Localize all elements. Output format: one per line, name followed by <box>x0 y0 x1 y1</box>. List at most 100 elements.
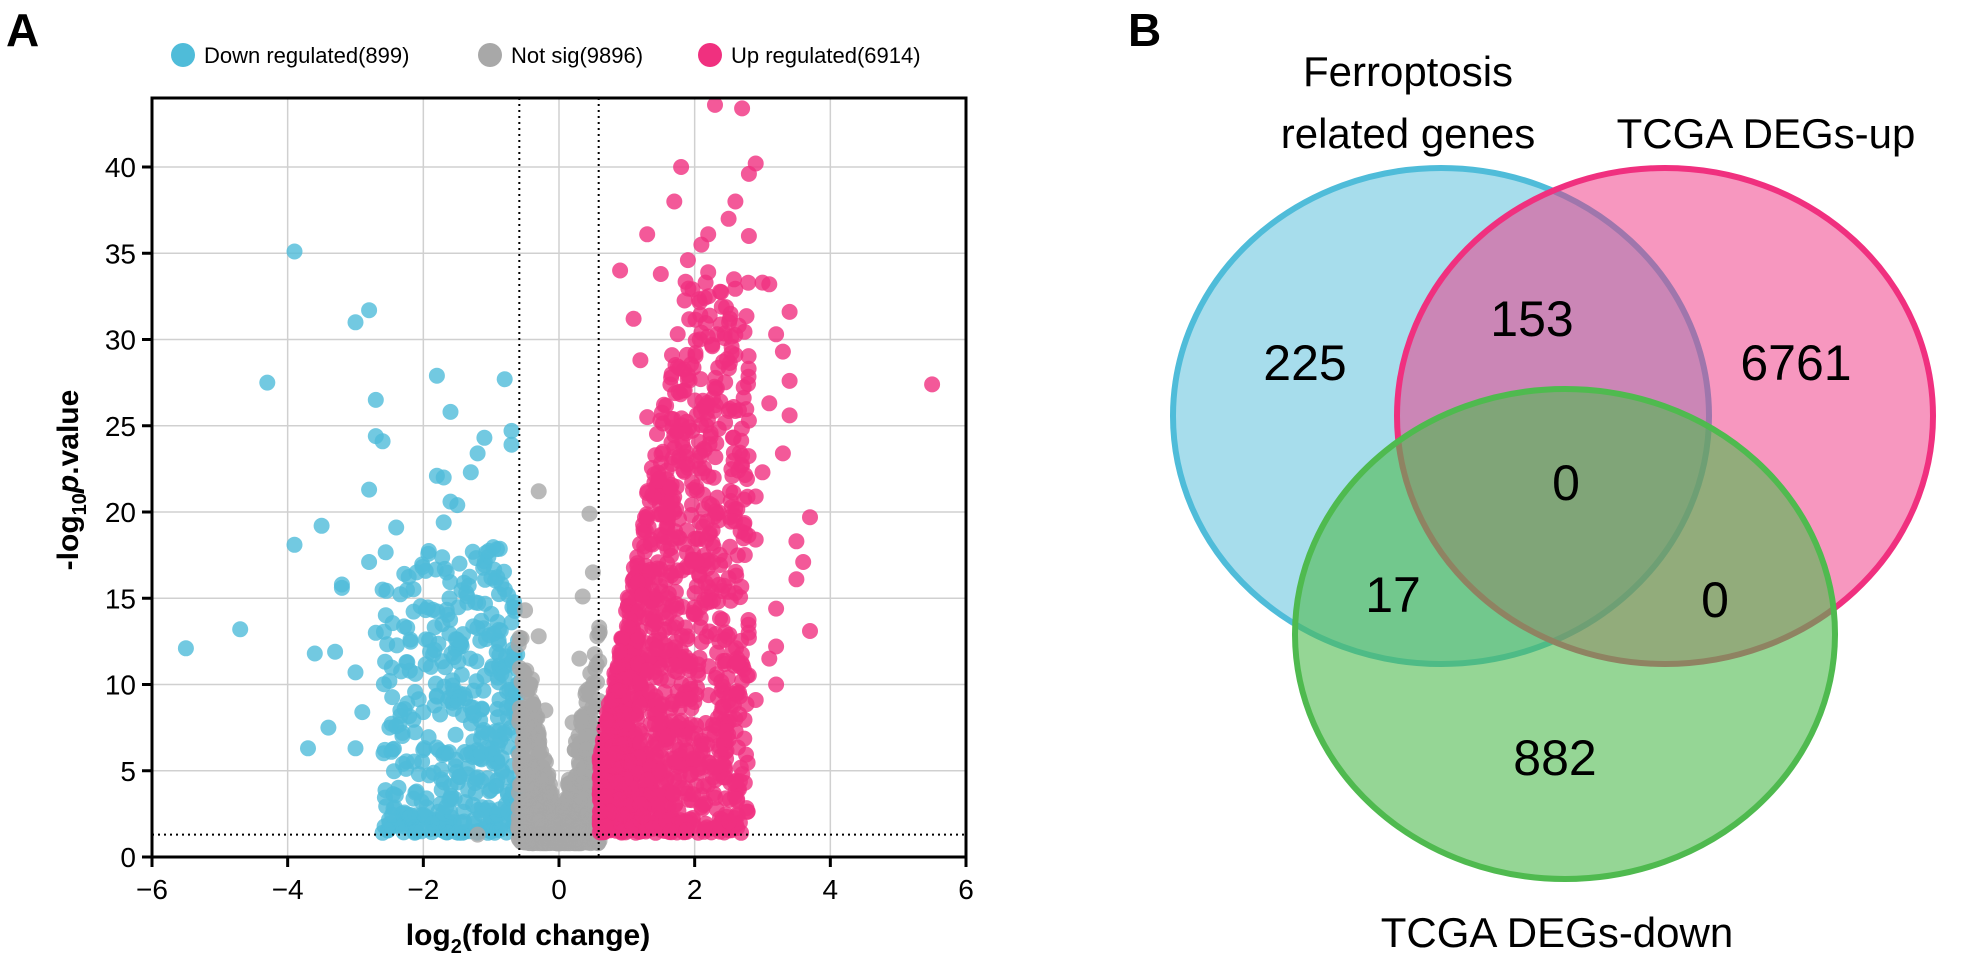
data-point-down <box>500 587 517 603</box>
data-point-down <box>333 576 350 593</box>
data-point-down <box>496 667 513 684</box>
data-point-down <box>394 724 411 741</box>
data-point-up <box>652 660 669 677</box>
data-point-up <box>781 303 798 320</box>
data-point-down <box>441 744 458 761</box>
data-point-down <box>407 724 424 741</box>
data-point-down <box>384 806 401 823</box>
data-point-down <box>408 564 425 581</box>
data-point-up <box>696 592 713 608</box>
data-point-down <box>480 542 497 559</box>
data-point-down <box>435 514 452 531</box>
data-point-down <box>472 632 489 649</box>
data-point-up <box>673 159 690 175</box>
y-tick-label: 35 <box>105 238 136 269</box>
data-point-down <box>436 560 453 577</box>
venn-set-tcga-down <box>1292 386 1838 882</box>
x-tick-label: 6 <box>958 874 974 905</box>
data-point-up <box>729 654 746 671</box>
data-point-down <box>395 755 411 772</box>
data-point-up <box>651 763 668 780</box>
data-point-down <box>482 823 499 840</box>
data-point-notsig <box>532 773 549 790</box>
data-point-up <box>761 395 778 412</box>
data-point-up <box>696 821 713 838</box>
data-point-up <box>692 306 709 323</box>
x-tick-label: −4 <box>272 874 304 905</box>
data-point-down <box>401 662 418 679</box>
data-point-notsig <box>510 819 527 836</box>
data-point-notsig <box>550 832 567 849</box>
data-point-up <box>723 328 740 345</box>
data-point-down <box>465 682 482 699</box>
data-point-down <box>414 753 431 770</box>
data-point-up <box>682 691 699 708</box>
data-point-down <box>490 621 507 638</box>
data-point-down <box>300 740 316 757</box>
data-point-up <box>652 632 669 648</box>
data-point-notsig <box>544 812 561 829</box>
data-point-up <box>693 417 709 433</box>
data-point-down <box>232 621 249 638</box>
data-point-down <box>421 767 437 784</box>
data-point-up <box>740 612 757 628</box>
data-point-up <box>734 457 751 474</box>
data-point-down <box>381 719 398 736</box>
data-point-up <box>632 352 649 369</box>
x-tick-label: 0 <box>551 874 567 905</box>
data-point-down <box>286 536 303 553</box>
data-point-down <box>306 645 323 662</box>
data-point-notsig <box>581 505 598 522</box>
venn-count-ferro-down: 17 <box>1365 567 1421 623</box>
data-point-up <box>716 631 733 648</box>
data-point-up <box>729 791 746 808</box>
data-point-up <box>659 728 676 745</box>
data-point-up <box>738 308 755 325</box>
data-point-down <box>374 433 391 450</box>
data-point-notsig <box>517 735 534 752</box>
data-point-down <box>465 796 482 813</box>
data-point-down <box>259 374 276 391</box>
data-point-up <box>609 774 626 791</box>
volcano-plot: −6 −4 −2 0 2 4 6 0 5 10 15 20 25 30 35 40 <box>105 96 974 905</box>
data-point-down <box>313 517 330 534</box>
data-point-up <box>639 483 656 500</box>
data-point-up <box>673 780 690 796</box>
data-point-notsig <box>557 804 574 821</box>
data-point-up <box>781 407 798 424</box>
data-point-down <box>446 790 463 807</box>
data-point-down <box>408 783 425 800</box>
data-point-down <box>361 302 378 319</box>
data-point-up <box>747 692 764 708</box>
data-point-up <box>714 699 731 716</box>
x-tick-label: 2 <box>687 874 703 905</box>
data-point-up <box>677 619 694 636</box>
data-point-up <box>736 547 753 563</box>
data-point-up <box>699 552 716 569</box>
data-point-up <box>662 822 679 839</box>
data-point-down <box>465 618 482 635</box>
venn-label-ferroptosis-line1: Ferroptosis <box>1303 48 1513 95</box>
data-point-up <box>747 531 764 548</box>
data-point-up <box>713 298 730 315</box>
data-point-up <box>630 574 646 591</box>
data-point-up <box>704 535 721 551</box>
venn-count-ferro-up: 153 <box>1490 291 1573 347</box>
data-point-down <box>432 706 449 723</box>
data-point-down <box>496 371 513 388</box>
venn-count-up-down: 0 <box>1701 572 1729 628</box>
data-point-down <box>388 519 405 536</box>
legend-label-up: Up regulated(6914) <box>731 43 921 68</box>
data-point-up <box>625 310 642 327</box>
data-point-up <box>653 445 670 462</box>
data-point-down <box>489 709 506 726</box>
data-point-up <box>693 799 710 815</box>
data-point-up <box>761 276 778 293</box>
data-point-up <box>613 805 630 822</box>
data-point-up <box>652 266 669 282</box>
venn-count-up-only: 6761 <box>1740 335 1851 391</box>
data-point-notsig <box>571 650 588 667</box>
y-ticks: 0 5 10 15 20 25 30 35 40 <box>105 152 152 873</box>
data-point-up <box>690 666 707 683</box>
legend-marker-notsig <box>478 43 502 67</box>
